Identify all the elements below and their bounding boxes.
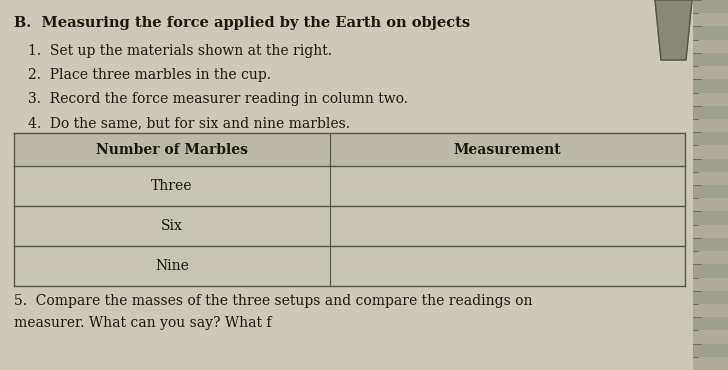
Text: 3.  Record the force measurer reading in column two.: 3. Record the force measurer reading in … — [28, 92, 408, 106]
Bar — [693, 317, 728, 330]
Bar — [330, 246, 685, 286]
Bar — [693, 357, 728, 370]
Text: 4.  Do the same, but for six and nine marbles.: 4. Do the same, but for six and nine mar… — [28, 116, 350, 130]
Bar — [693, 0, 728, 13]
Bar — [14, 206, 330, 246]
Bar — [14, 133, 330, 166]
Text: Measurement: Measurement — [454, 142, 561, 157]
Text: Number of Marbles: Number of Marbles — [96, 142, 248, 157]
Bar — [330, 166, 685, 206]
Polygon shape — [655, 0, 692, 60]
Bar — [693, 92, 728, 106]
Text: Three: Three — [151, 179, 193, 193]
Bar — [14, 166, 330, 206]
Bar — [693, 132, 728, 145]
Bar — [693, 53, 728, 66]
Bar — [330, 206, 685, 246]
Bar — [693, 119, 728, 132]
Bar — [693, 264, 728, 278]
Bar — [693, 304, 728, 317]
Text: Nine: Nine — [155, 259, 189, 273]
Bar — [693, 225, 728, 238]
Bar — [693, 238, 728, 251]
Bar — [693, 159, 728, 172]
Bar — [693, 251, 728, 264]
Bar — [693, 211, 728, 225]
Text: Six: Six — [161, 219, 183, 233]
Bar — [693, 185, 728, 198]
Text: measurer. What can you say? What f: measurer. What can you say? What f — [14, 316, 272, 330]
Bar — [693, 198, 728, 211]
Bar — [14, 246, 330, 286]
Text: 5.  Compare the masses of the three setups and compare the readings on: 5. Compare the masses of the three setup… — [14, 294, 532, 308]
Text: B.  Measuring the force applied by the Earth on objects: B. Measuring the force applied by the Ea… — [14, 16, 470, 30]
Bar — [693, 26, 728, 40]
Bar — [693, 66, 728, 79]
Bar — [693, 330, 728, 344]
Bar — [330, 133, 685, 166]
Bar — [693, 13, 728, 26]
Bar — [693, 278, 728, 291]
Bar — [693, 172, 728, 185]
Bar — [693, 344, 728, 357]
Bar — [693, 291, 728, 304]
Bar — [693, 79, 728, 92]
Text: 2.  Place three marbles in the cup.: 2. Place three marbles in the cup. — [28, 68, 271, 82]
Bar — [693, 145, 728, 159]
Bar — [693, 40, 728, 53]
Text: 1.  Set up the materials shown at the right.: 1. Set up the materials shown at the rig… — [28, 44, 332, 58]
Bar — [693, 106, 728, 119]
